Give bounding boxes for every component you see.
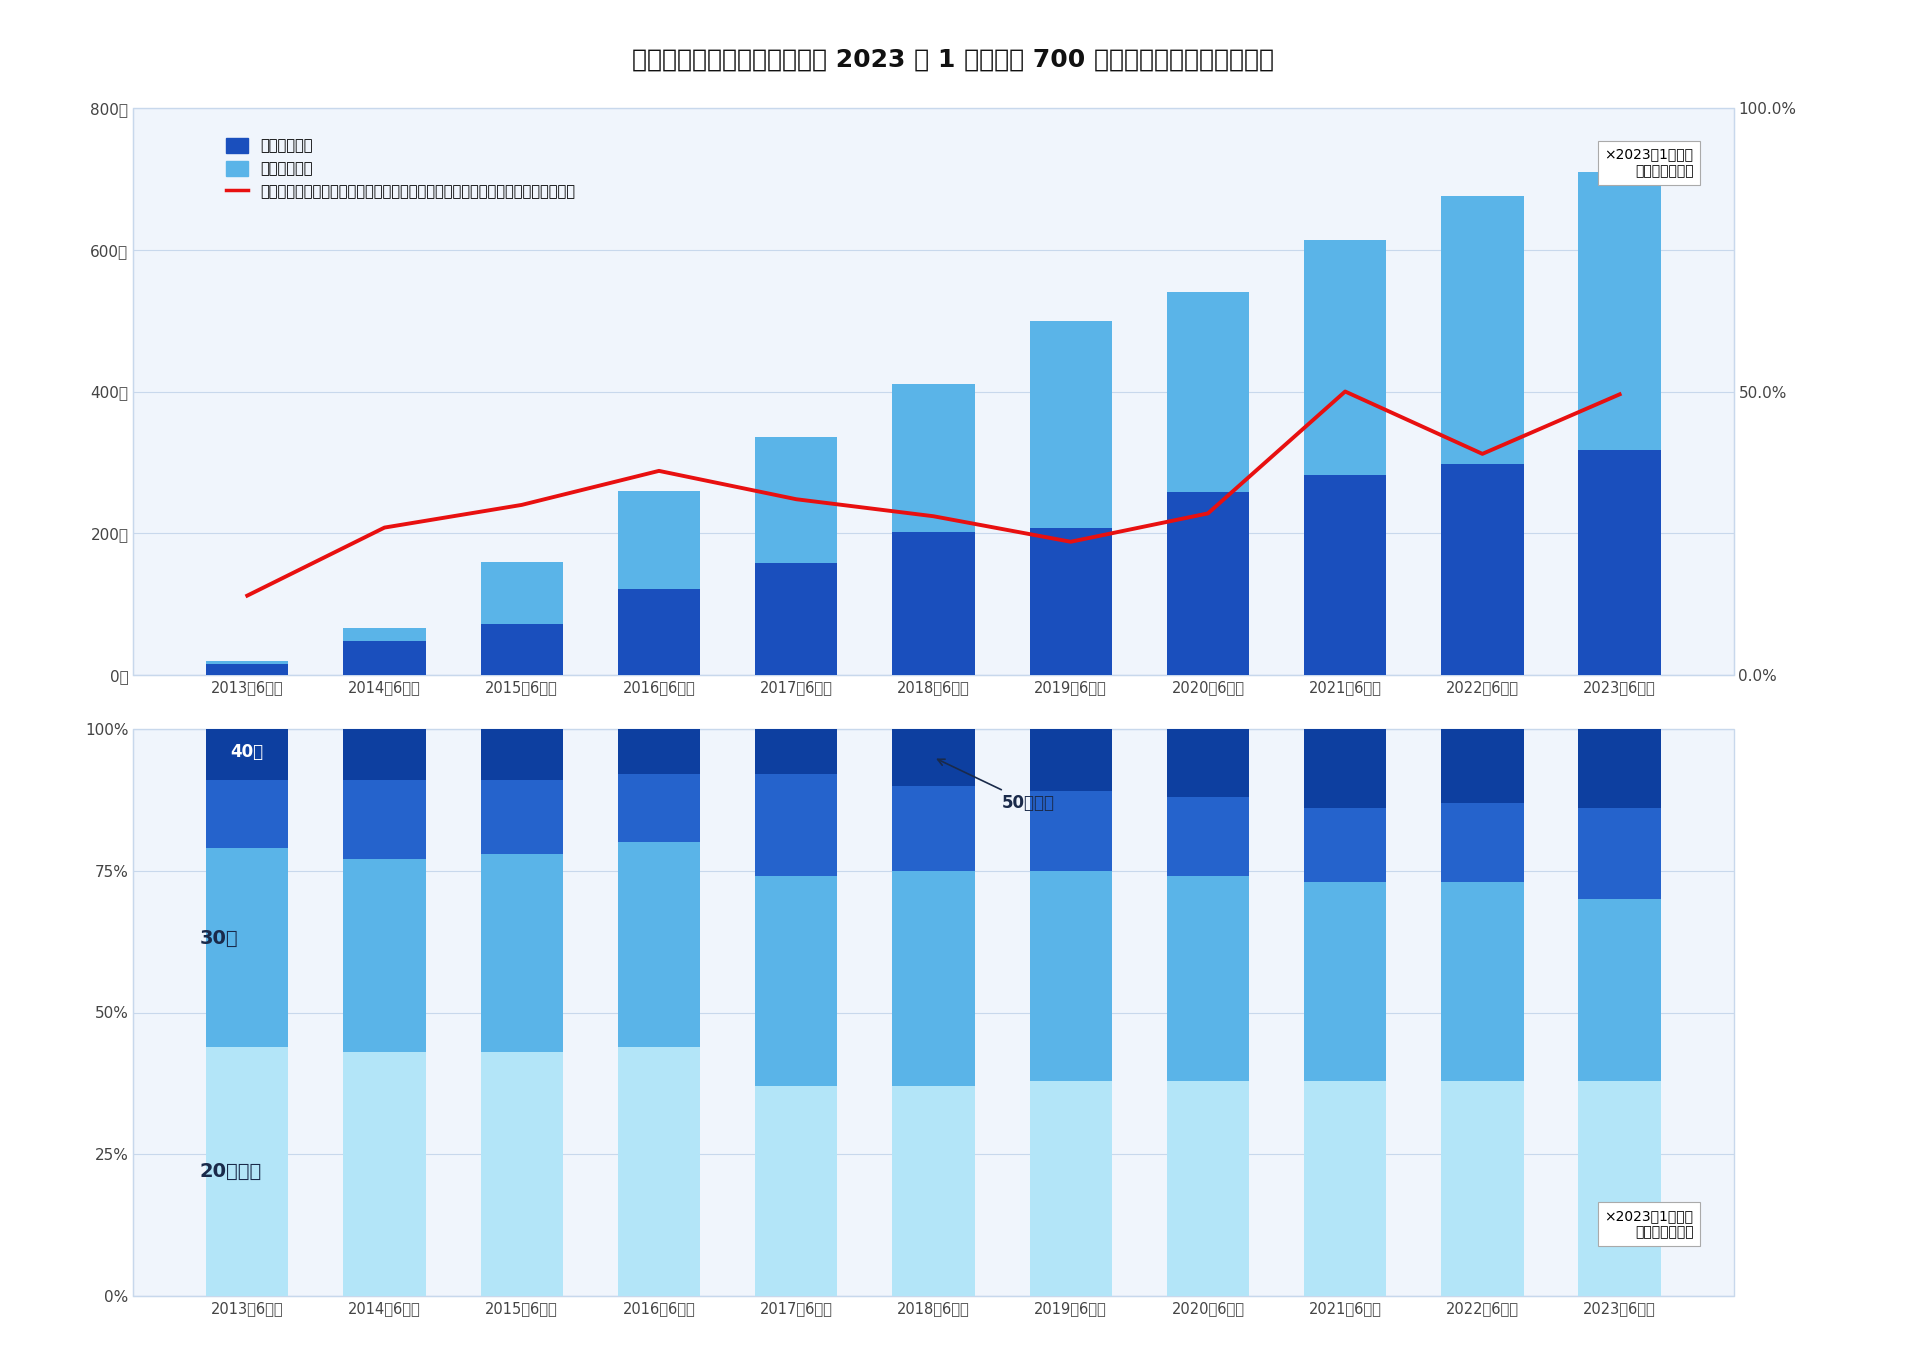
Bar — [480, 1052, 562, 1296]
Bar — [754, 876, 838, 1087]
Bar — [1579, 809, 1661, 899]
Bar — [754, 437, 838, 563]
Bar — [480, 853, 562, 1052]
Bar — [617, 842, 701, 1046]
Bar — [206, 729, 288, 780]
Bar — [206, 780, 288, 848]
Bar — [892, 786, 975, 871]
Bar — [1166, 729, 1250, 796]
Bar — [1166, 493, 1250, 675]
Bar — [1166, 796, 1250, 876]
Bar — [1442, 464, 1524, 675]
Bar — [133, 729, 1734, 1296]
Bar — [480, 780, 562, 853]
Bar — [892, 1087, 975, 1296]
Bar — [754, 563, 838, 675]
Bar — [206, 664, 288, 675]
Bar — [1579, 899, 1661, 1080]
Bar — [480, 624, 562, 675]
Bar — [343, 1052, 425, 1296]
Bar — [892, 729, 975, 786]
Bar — [480, 729, 562, 780]
Bar — [1305, 1080, 1387, 1296]
Bar — [343, 641, 425, 675]
Bar — [343, 860, 425, 1052]
Bar — [1579, 1080, 1661, 1296]
Bar — [206, 1046, 288, 1296]
Bar — [1579, 450, 1661, 675]
Bar — [1166, 1080, 1250, 1296]
Bar — [892, 871, 975, 1087]
Bar — [1442, 196, 1524, 464]
Bar — [1305, 882, 1387, 1080]
Bar — [1305, 809, 1387, 882]
Bar — [206, 848, 288, 1046]
Bar — [343, 729, 425, 780]
Bar — [754, 775, 838, 876]
Text: 40代: 40代 — [231, 743, 263, 760]
Text: 「ロジスカット」への入社は 2023 年 1 月までに 700 名を突破、年代もさまざま: 「ロジスカット」への入社は 2023 年 1 月までに 700 名を突破、年代も… — [631, 47, 1274, 72]
Text: ×2023年1月まで
での入社を集計: ×2023年1月まで での入社を集計 — [1604, 1210, 1694, 1239]
Bar — [1579, 171, 1661, 450]
Bar — [617, 1046, 701, 1296]
Bar — [1442, 803, 1524, 882]
Bar — [617, 775, 701, 842]
Bar — [617, 729, 701, 775]
Text: 30代: 30代 — [200, 929, 238, 948]
Bar — [1166, 293, 1250, 493]
Bar — [892, 385, 975, 532]
Bar — [1029, 729, 1113, 791]
Bar — [1442, 882, 1524, 1080]
Bar — [343, 628, 425, 641]
Bar — [1029, 1080, 1113, 1296]
Text: ×2023年1月まで
での入社を集計: ×2023年1月まで での入社を集計 — [1604, 147, 1694, 178]
Bar — [1305, 475, 1387, 675]
Bar — [1305, 729, 1387, 809]
Bar — [1029, 528, 1113, 675]
Bar — [617, 589, 701, 675]
Bar — [617, 491, 701, 589]
Bar — [1442, 729, 1524, 803]
Bar — [1029, 791, 1113, 871]
Bar — [1029, 871, 1113, 1080]
Bar — [1442, 1080, 1524, 1296]
Text: 50代以上: 50代以上 — [937, 759, 1055, 811]
Bar — [892, 532, 975, 675]
Legend: 男性入社累計, 女性入社累計, 採用数に占めるロジスカットプロフェッショナルスタイリストスクール入社割合: 男性入社累計, 女性入社累計, 採用数に占めるロジスカットプロフェッショナルスタ… — [221, 132, 581, 205]
Bar — [133, 108, 1734, 675]
Bar — [206, 660, 288, 664]
Bar — [754, 729, 838, 775]
Bar — [754, 1087, 838, 1296]
Bar — [1579, 729, 1661, 809]
Bar — [1166, 876, 1250, 1080]
Bar — [480, 562, 562, 624]
Bar — [1305, 240, 1387, 475]
Text: 20代以下: 20代以下 — [200, 1162, 261, 1181]
Bar — [343, 780, 425, 860]
Bar — [1029, 321, 1113, 528]
